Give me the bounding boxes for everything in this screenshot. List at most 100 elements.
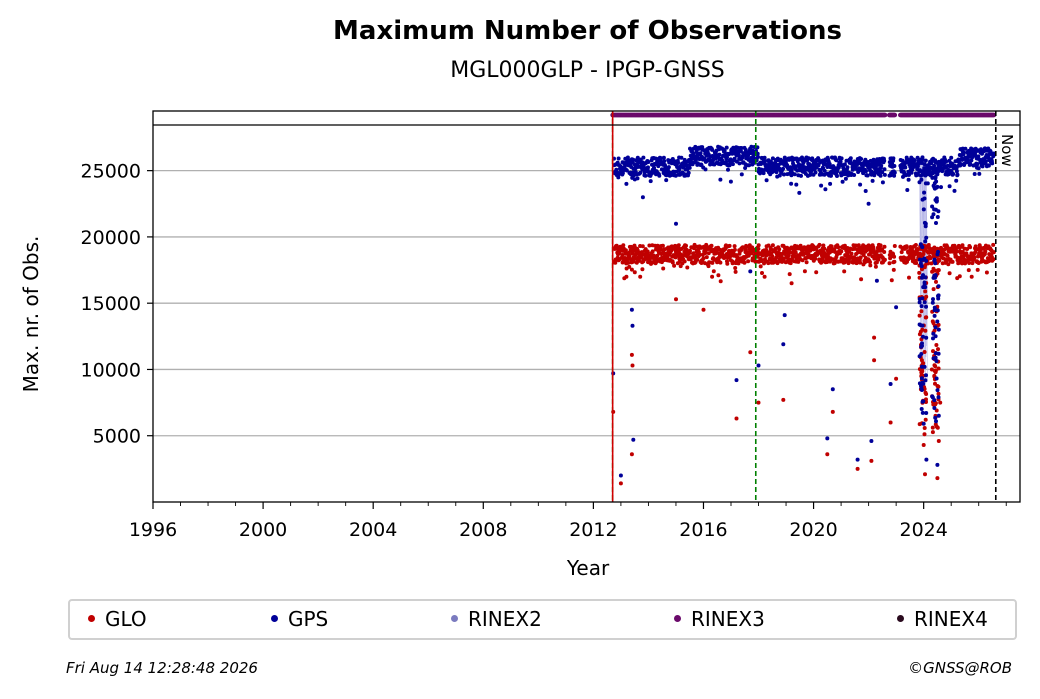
glo-point xyxy=(935,425,940,430)
glo-point xyxy=(904,244,909,249)
glo-point xyxy=(882,244,887,249)
gps-point xyxy=(673,173,678,178)
glo-point xyxy=(701,256,706,261)
glo-point xyxy=(706,264,711,269)
gps-point xyxy=(924,335,929,340)
gps-point xyxy=(966,158,971,163)
glo-point xyxy=(960,243,965,248)
gps-point xyxy=(894,305,899,310)
gps-point xyxy=(933,415,938,420)
glo-point xyxy=(936,268,941,273)
glo-point xyxy=(637,258,642,263)
glo-point xyxy=(621,243,626,248)
glo-point xyxy=(789,281,794,286)
gps-point xyxy=(920,275,924,280)
legend-item-rinex4: RINEX4 xyxy=(897,607,988,631)
gps-point xyxy=(990,161,995,166)
glo-point xyxy=(732,247,737,252)
gps-point xyxy=(630,323,635,328)
gps-point xyxy=(845,165,850,170)
gps-point xyxy=(836,165,841,170)
glo-point xyxy=(727,243,732,248)
glo-point xyxy=(984,270,989,275)
gps-point xyxy=(920,341,924,346)
gps-point xyxy=(863,189,868,193)
gps-point xyxy=(920,171,925,176)
gps-point xyxy=(951,172,956,176)
copyright-notice: ©GNSS@ROB xyxy=(908,659,1012,677)
glo-point xyxy=(710,274,715,279)
x-tick-label: 2016 xyxy=(679,519,727,541)
glo-point xyxy=(775,261,780,266)
gps-point xyxy=(949,155,954,160)
y-tick-label: 10000 xyxy=(81,359,141,381)
gps-point xyxy=(930,394,935,399)
glo-point xyxy=(947,271,952,276)
glo-point xyxy=(670,260,675,265)
glo-point xyxy=(814,270,819,275)
glo-point xyxy=(624,274,629,279)
glo-point xyxy=(923,263,928,268)
legend-rinex3-label: RINEX3 xyxy=(691,607,765,631)
gps-point xyxy=(934,376,939,381)
glo-point xyxy=(924,315,929,320)
gps-point xyxy=(900,158,905,163)
gps-point xyxy=(909,170,914,175)
connector xyxy=(925,164,928,316)
glo-point xyxy=(830,409,835,414)
glo-point xyxy=(922,350,927,354)
glo-point xyxy=(924,392,929,396)
glo-point xyxy=(935,476,940,481)
glo-point xyxy=(746,259,751,264)
gps-point xyxy=(736,153,741,158)
glo-point xyxy=(907,275,911,280)
gps-point xyxy=(944,159,948,164)
generation-timestamp: Fri Aug 14 12:28:48 2026 xyxy=(66,659,258,677)
gps-point xyxy=(977,171,982,176)
glo-point xyxy=(933,364,938,369)
gps-point xyxy=(664,178,669,183)
glo-point xyxy=(760,271,764,275)
gps-point xyxy=(924,411,929,415)
glo-point xyxy=(804,260,809,265)
gps-point xyxy=(755,151,760,156)
gps-point xyxy=(726,167,730,172)
glo-point xyxy=(770,243,775,248)
gps-point xyxy=(764,178,769,183)
gps-point xyxy=(717,152,722,157)
gps-point xyxy=(781,166,786,171)
glo-point xyxy=(631,248,636,253)
glo-point xyxy=(660,243,665,248)
glo-point xyxy=(934,343,939,347)
gps-point xyxy=(923,158,928,163)
gps-point xyxy=(618,473,623,478)
glo-point xyxy=(932,328,937,333)
gps-point xyxy=(975,162,980,167)
legend-rinex4-label: RINEX4 xyxy=(914,607,988,631)
glo-point xyxy=(644,256,649,261)
glo-point xyxy=(777,247,782,252)
rinex3-series xyxy=(610,112,997,118)
gps-point xyxy=(822,168,827,173)
gps-point xyxy=(932,163,937,168)
gps-point xyxy=(924,235,929,240)
glo-point xyxy=(922,432,927,437)
gps-point xyxy=(920,380,925,385)
glo-point xyxy=(638,274,643,279)
glo-point xyxy=(759,258,764,263)
legend-rinex4-marker xyxy=(897,615,904,622)
gps-point xyxy=(891,156,896,161)
gps-point xyxy=(920,158,925,162)
gps-point xyxy=(980,164,985,169)
gps-point xyxy=(923,378,928,383)
glo-point xyxy=(914,261,919,265)
gps-point xyxy=(921,399,926,404)
gps-point xyxy=(932,313,937,318)
glo-point xyxy=(928,256,933,261)
gps-point xyxy=(936,284,941,289)
x-tick-label: 2024 xyxy=(899,519,947,541)
glo-point xyxy=(709,243,714,248)
gps-point xyxy=(827,162,832,166)
gps-point xyxy=(859,157,864,161)
x-axis-label: Year xyxy=(566,556,610,580)
